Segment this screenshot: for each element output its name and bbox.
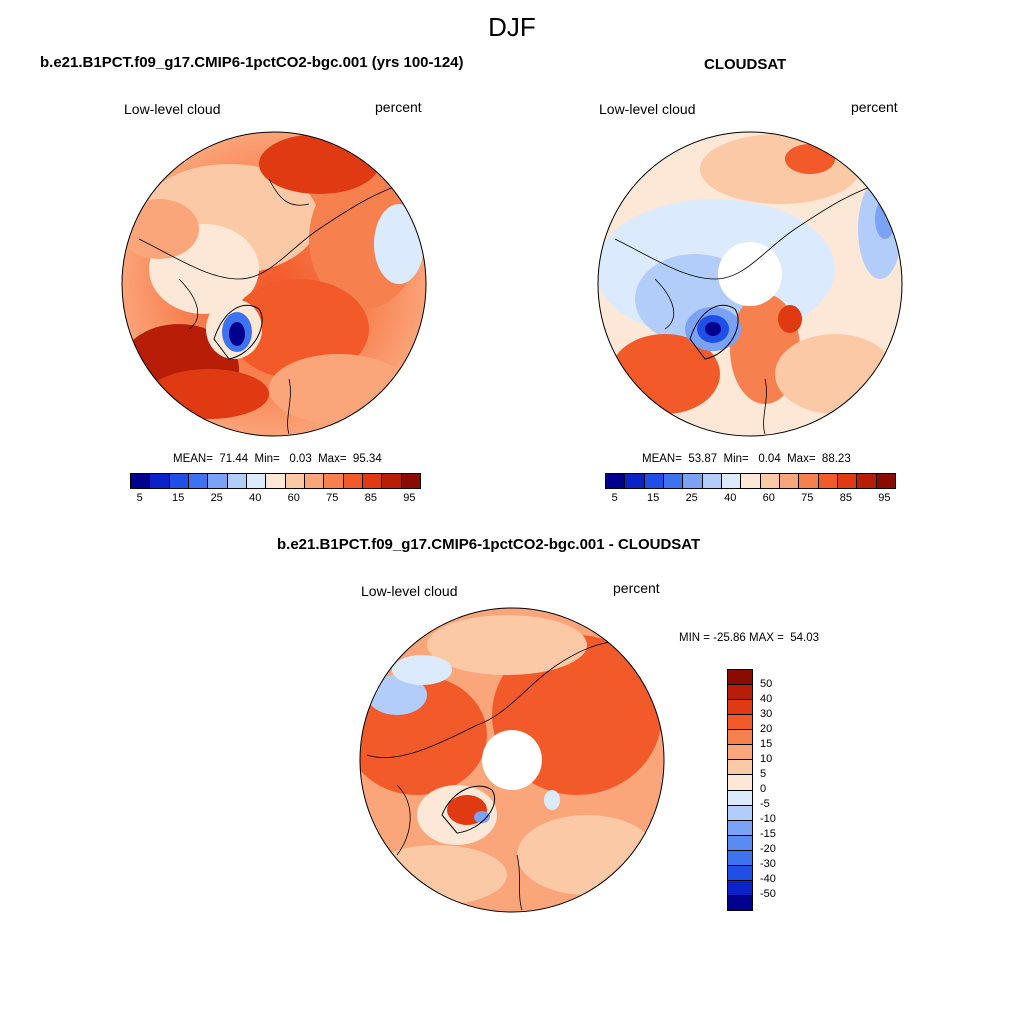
diff-colorbar-tick-label: 40 <box>760 693 773 705</box>
obs-colorbar-tick-label: 25 <box>685 492 698 504</box>
diff-colorbar-box <box>728 880 752 896</box>
diff-colorbar-tick-label: 15 <box>760 738 773 750</box>
model-colorbar-tick-label: 25 <box>210 492 223 504</box>
obs-colorbar-box <box>644 474 664 488</box>
model-panel-title: b.e21.B1PCT.f09_g17.CMIP6-1pctCO2-bgc.00… <box>40 54 464 71</box>
model-colorbar-box <box>169 474 189 488</box>
model-colorbar-box <box>246 474 267 488</box>
obs-colorbar-box <box>741 474 761 488</box>
obs-colorbar-box <box>702 474 722 488</box>
diff-colorbar-box <box>728 805 752 821</box>
model-colorbar-tick-label: 5 <box>136 492 143 504</box>
model-colorbar-box <box>188 474 209 488</box>
diff-colorbar-box <box>728 715 752 731</box>
obs-colorbar-box <box>760 474 780 488</box>
diff-colorbar-box <box>728 730 752 746</box>
model-colorbar-box <box>324 474 344 488</box>
diff-colorbar-box <box>728 685 752 701</box>
model-colorbar-box <box>208 474 228 488</box>
model-colorbar-box <box>150 474 170 488</box>
obs-colorbar-tick-label: 75 <box>801 492 814 504</box>
diff-colorbar-tick-label: -30 <box>760 858 776 870</box>
diff-colorbar-box <box>728 790 752 806</box>
diff-colorbar-tick-label: -5 <box>760 798 770 810</box>
obs-colorbar-box <box>818 474 838 488</box>
diff-colorbar-tick-label: -40 <box>760 873 776 885</box>
diff-polar-map <box>359 607 665 913</box>
obs-colorbar-tick-label: 60 <box>762 492 775 504</box>
diff-colorbar-box <box>728 775 752 791</box>
model-colorbar-box <box>382 474 402 488</box>
figure-title: DJF <box>488 12 536 42</box>
obs-colorbar-box <box>625 474 645 488</box>
obs-colorbar-box <box>837 474 858 488</box>
obs-colorbar-ticks: 5 15 25 40 60 75 85 95 <box>605 492 894 506</box>
diff-colorbar-ticks: 50 40 30 20 15 10 5 0 -5 -10 -15 -20 -30 -40 -50 <box>760 669 800 909</box>
obs-colorbar-box <box>799 474 819 488</box>
model-colorbar-tick-label: 75 <box>326 492 339 504</box>
obs-stats: MEAN= 53.87 Min= 0.04 Max= 88.23 <box>642 453 851 465</box>
diff-colorbar-box <box>728 850 752 866</box>
model-colorbar-box <box>227 474 247 488</box>
obs-colorbar-tick-label: 5 <box>611 492 618 504</box>
model-colorbar-tick-label: 85 <box>364 492 377 504</box>
diff-colorbar-box <box>728 835 752 851</box>
diff-colorbar-tick-label: -50 <box>760 888 776 900</box>
model-colorbar-box <box>401 474 420 488</box>
obs-colorbar <box>605 473 896 489</box>
model-colorbar-tick-label: 95 <box>403 492 416 504</box>
diff-colorbar-tick-label: -10 <box>760 813 776 825</box>
obs-units-label: percent <box>851 99 898 115</box>
model-colorbar-tick-label: 60 <box>287 492 300 504</box>
model-colorbar-ticks: 5 15 25 40 60 75 85 95 <box>130 492 419 506</box>
diff-colorbar-box <box>728 700 752 716</box>
obs-colorbar-box <box>663 474 684 488</box>
diff-colorbar-tick-label: 5 <box>760 768 767 780</box>
model-variable-label: Low-level cloud <box>124 101 221 117</box>
model-colorbar-box <box>285 474 305 488</box>
diff-panel-title: b.e21.B1PCT.f09_g17.CMIP6-1pctCO2-bgc.00… <box>277 536 701 553</box>
model-stats: MEAN= 71.44 Min= 0.03 Max= 95.34 <box>173 453 382 465</box>
obs-colorbar-tick-label: 85 <box>839 492 852 504</box>
model-colorbar-box <box>131 474 151 488</box>
model-polar-map <box>121 131 427 437</box>
obs-colorbar-box <box>606 474 626 488</box>
obs-colorbar-box <box>683 474 703 488</box>
diff-colorbar-tick-label: 10 <box>760 753 773 765</box>
diff-colorbar-tick-label: -15 <box>760 828 776 840</box>
obs-colorbar-box <box>721 474 742 488</box>
obs-colorbar-box <box>779 474 800 488</box>
model-colorbar-box <box>304 474 325 488</box>
diff-colorbar-tick-label: 30 <box>760 708 773 720</box>
diff-colorbar-tick-label: 0 <box>760 783 767 795</box>
model-units-label: percent <box>375 99 422 115</box>
diff-colorbar-box <box>728 895 752 910</box>
diff-colorbar-box <box>728 820 752 836</box>
diff-colorbar-box <box>728 670 752 686</box>
obs-colorbar-tick-label: 95 <box>878 492 891 504</box>
diff-colorbar-tick-label: 20 <box>760 723 773 735</box>
diff-colorbar-box <box>728 745 752 761</box>
diff-variable-label: Low-level cloud <box>361 583 458 599</box>
obs-polar-map <box>597 131 903 437</box>
model-colorbar-box <box>362 474 383 488</box>
obs-colorbar-tick-label: 40 <box>724 492 737 504</box>
obs-colorbar-box <box>876 474 895 488</box>
obs-variable-label: Low-level cloud <box>599 101 696 117</box>
diff-colorbar-tick-label: 50 <box>760 678 773 690</box>
model-colorbar-box <box>266 474 286 488</box>
obs-colorbar-tick-label: 15 <box>647 492 660 504</box>
diff-colorbar-tick-label: -20 <box>760 843 776 855</box>
diff-colorbar <box>727 669 753 911</box>
model-colorbar-box <box>343 474 363 488</box>
model-colorbar-tick-label: 40 <box>249 492 262 504</box>
obs-colorbar-box <box>857 474 877 488</box>
diff-stats: MIN = -25.86 MAX = 54.03 <box>679 632 819 644</box>
diff-units-label: percent <box>613 580 660 596</box>
model-colorbar <box>130 473 421 489</box>
diff-colorbar-box <box>728 865 752 881</box>
diff-colorbar-box <box>728 760 752 776</box>
obs-panel-title: CLOUDSAT <box>704 56 787 73</box>
model-colorbar-tick-label: 15 <box>172 492 185 504</box>
